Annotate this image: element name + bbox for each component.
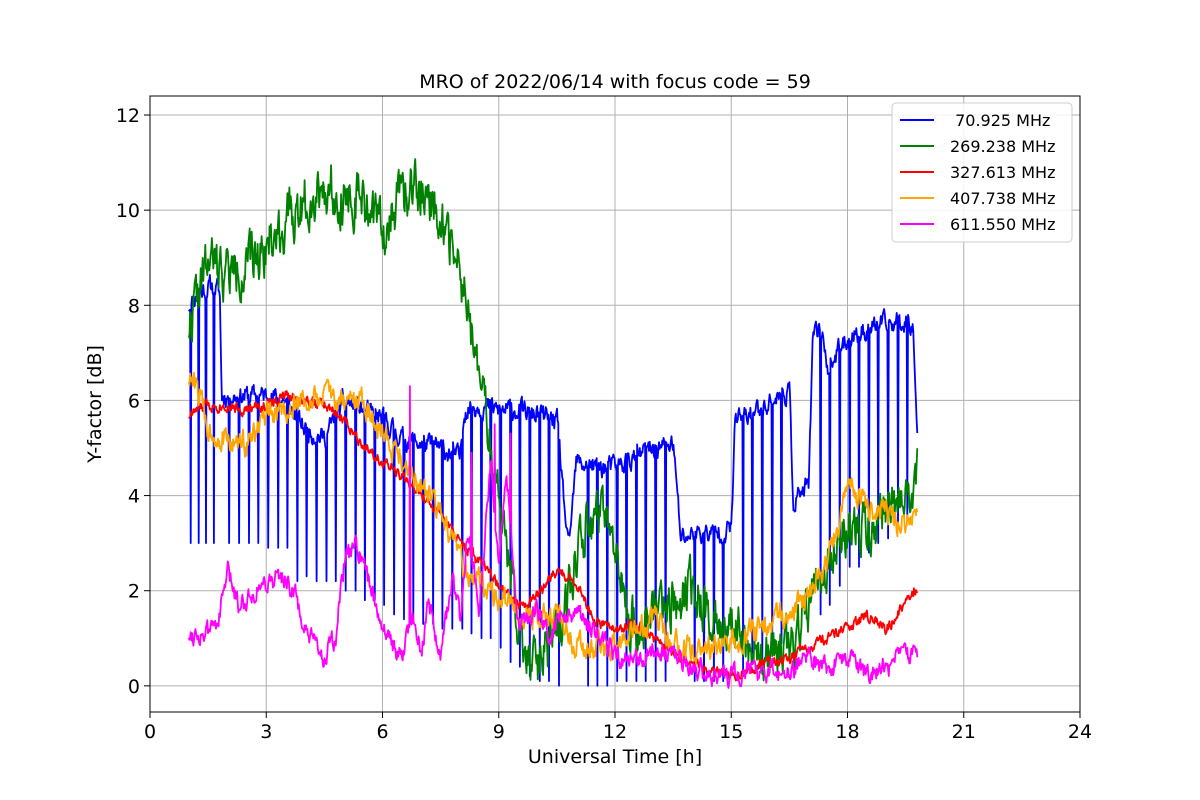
x-tick-label: 3 [260,721,272,743]
chart-title: MRO of 2022/06/14 with focus code = 59 [419,71,811,93]
series-line [187,385,919,689]
series-layer [187,158,919,689]
x-axis: 0 3 6 9 12 15 18 21 24 [144,712,1092,743]
series-line [188,274,919,687]
legend: 70.925 MHz 269.238 MHz 327.613 MHz 407.738 … [891,102,1073,243]
y-axis: 0 2 4 6 8 10 12 [116,105,150,698]
x-tick-label: 12 [603,721,627,743]
y-tick-label: 12 [116,105,140,127]
x-tick-label: 18 [835,721,859,743]
legend-label: 327.613 MHz [950,163,1055,182]
y-tick-label: 0 [128,676,140,698]
y-tick-label: 2 [128,581,140,603]
legend-label: 70.925 MHz [950,111,1050,130]
legend-label: 407.738 MHz [950,189,1055,208]
x-tick-label: 21 [952,721,976,743]
x-tick-label: 9 [493,721,505,743]
y-tick-label: 4 [128,486,140,508]
y-axis-label: Y-factor [dB] [84,345,106,464]
series-line [187,371,919,665]
y-tick-label: 6 [128,390,140,412]
x-axis-label: Universal Time [h] [528,746,702,768]
legend-box [891,102,1073,243]
y-tick-label: 8 [128,295,140,317]
x-tick-label: 6 [376,721,388,743]
legend-label: 611.550 MHz [950,215,1055,234]
x-tick-label: 15 [719,721,743,743]
y-tick-label: 10 [116,200,140,222]
x-tick-label: 24 [1068,721,1092,743]
legend-label: 269.238 MHz [950,137,1055,156]
x-tick-label: 0 [144,721,156,743]
